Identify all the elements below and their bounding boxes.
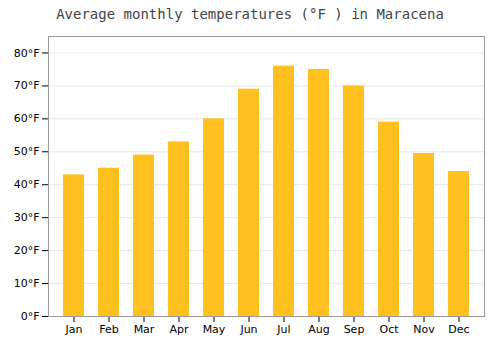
svg-text:Apr: Apr [169, 323, 189, 336]
svg-text:Oct: Oct [379, 323, 399, 336]
svg-text:50°F: 50°F [14, 145, 40, 158]
svg-text:10°F: 10°F [14, 277, 40, 290]
svg-text:May: May [203, 323, 226, 336]
svg-text:40°F: 40°F [14, 178, 40, 191]
html-text:Average monthly temperatures (: Average monthly temperatures (°F ) in Ma… [56, 6, 444, 22]
svg-text:Dec: Dec [448, 323, 469, 336]
svg-text:60°F: 60°F [14, 112, 40, 125]
svg-text:Aug: Aug [308, 323, 329, 336]
svg-text:0°F: 0°F [21, 310, 40, 323]
svg-text:Jan: Jan [65, 323, 83, 336]
svg-text:Mar: Mar [134, 323, 155, 336]
svg-text:Sep: Sep [344, 323, 365, 336]
svg-text:Jun: Jun [239, 323, 257, 336]
svg-text:Jul: Jul [276, 323, 290, 336]
svg-text:Nov: Nov [413, 323, 435, 336]
svg-text:Feb: Feb [99, 323, 118, 336]
svg-text:70°F: 70°F [14, 79, 40, 92]
svg-text:20°F: 20°F [14, 244, 40, 257]
svg-text:30°F: 30°F [14, 211, 40, 224]
svg-text:80°F: 80°F [14, 46, 40, 59]
